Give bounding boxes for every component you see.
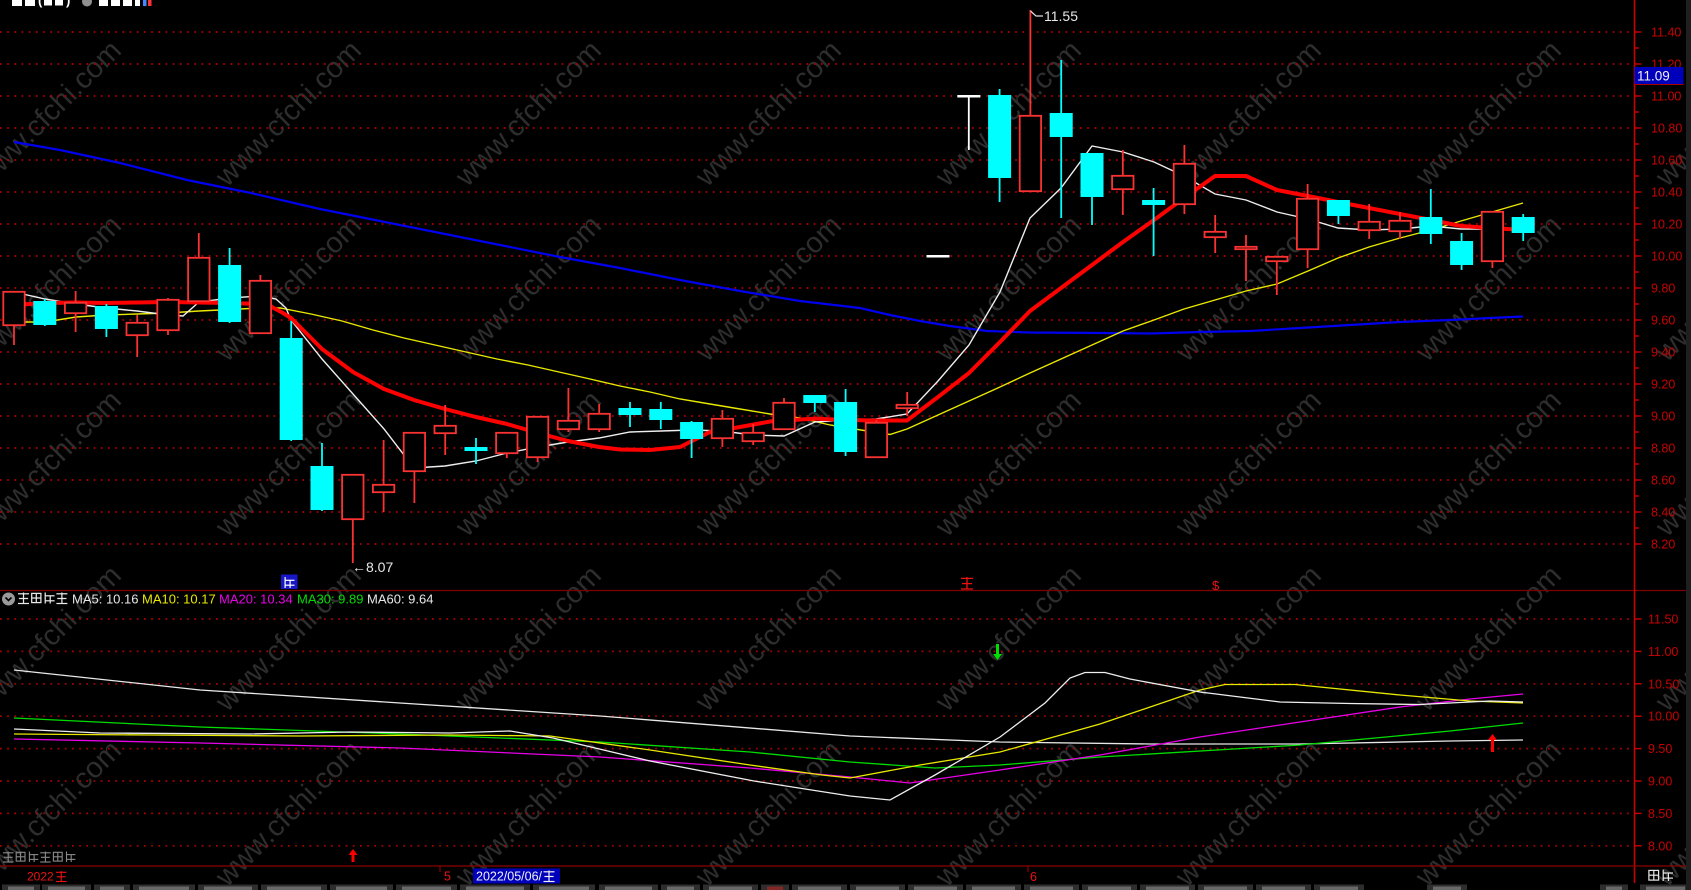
svg-text:MA60: 9.64: MA60: 9.64 [367, 592, 434, 607]
svg-text:9.60: 9.60 [1651, 314, 1675, 328]
svg-text:6: 6 [1030, 870, 1037, 884]
svg-text:9.40: 9.40 [1651, 346, 1675, 360]
svg-text:11.55: 11.55 [1044, 8, 1078, 24]
svg-text:10.80: 10.80 [1651, 122, 1682, 136]
svg-text:$: $ [1212, 578, 1220, 593]
svg-text:8.20: 8.20 [1651, 538, 1675, 552]
svg-text:MA5: 10.16: MA5: 10.16 [72, 592, 139, 607]
svg-text:10.60: 10.60 [1651, 154, 1682, 168]
svg-text:8.40: 8.40 [1651, 506, 1675, 520]
svg-text:9.20: 9.20 [1651, 378, 1675, 392]
svg-text:MA10: 10.17: MA10: 10.17 [142, 592, 216, 607]
svg-text:8.60: 8.60 [1651, 474, 1675, 488]
svg-text:10.00: 10.00 [1651, 250, 1682, 264]
svg-text:11.00: 11.00 [1648, 645, 1678, 659]
svg-text:9.50: 9.50 [1648, 742, 1672, 756]
svg-text:9.00: 9.00 [1648, 775, 1672, 789]
svg-text:9.80: 9.80 [1651, 282, 1675, 296]
svg-text:10.20: 10.20 [1651, 218, 1682, 232]
svg-text:10.50: 10.50 [1648, 677, 1679, 691]
svg-text:10.00: 10.00 [1648, 710, 1679, 724]
svg-text:8.80: 8.80 [1651, 442, 1675, 456]
svg-text:11.40: 11.40 [1651, 26, 1681, 40]
svg-text:9.00: 9.00 [1651, 410, 1675, 424]
svg-text:11.50: 11.50 [1648, 613, 1678, 627]
svg-text:10.40: 10.40 [1651, 186, 1682, 200]
svg-text:(: ( [38, 0, 43, 8]
svg-text:MA30: 9.89: MA30: 9.89 [297, 592, 364, 607]
svg-text:): ) [66, 0, 70, 8]
svg-text:11.09: 11.09 [1637, 69, 1670, 84]
svg-text:8.00: 8.00 [1648, 839, 1672, 853]
svg-text:MA20: 10.34: MA20: 10.34 [219, 592, 293, 607]
svg-text:←8.07: ←8.07 [352, 559, 393, 575]
svg-text:5: 5 [444, 870, 451, 884]
svg-text:2022: 2022 [27, 870, 54, 884]
svg-text:8.50: 8.50 [1648, 807, 1672, 821]
svg-text:11.00: 11.00 [1651, 90, 1681, 104]
svg-text:2022/05/06/: 2022/05/06/ [476, 870, 543, 884]
